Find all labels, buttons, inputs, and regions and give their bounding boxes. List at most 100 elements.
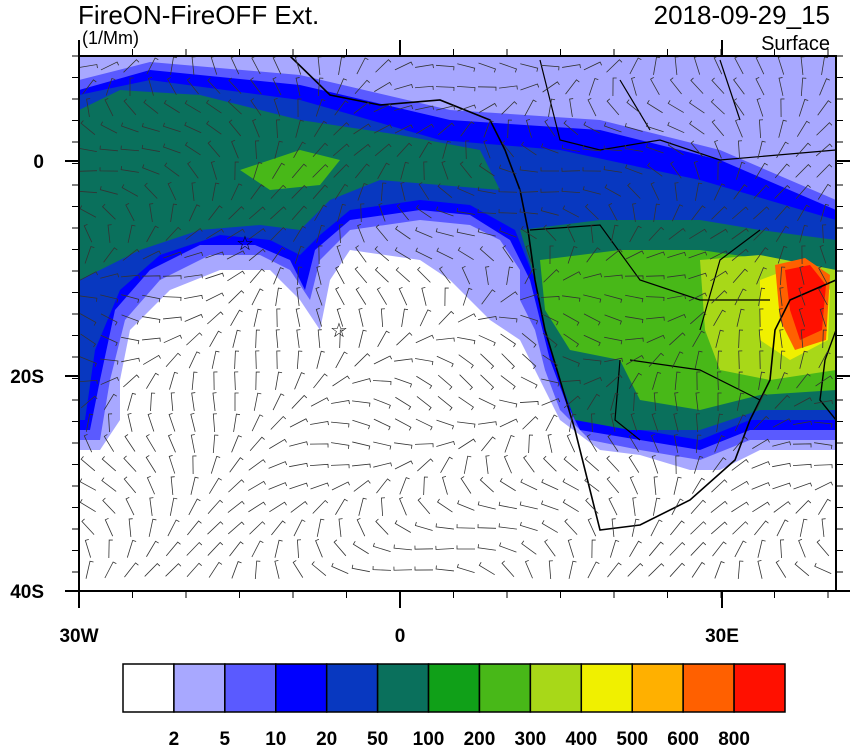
wind-barb [103, 247, 118, 263]
wind-barb [415, 105, 434, 111]
wind-barb [648, 226, 665, 241]
wind-barb [191, 182, 196, 201]
wind-barb [568, 413, 577, 432]
wind-barb [335, 266, 345, 285]
wind-barb [293, 141, 306, 159]
wind-barb [650, 77, 660, 96]
wind-barb [435, 86, 455, 91]
wind-barb [416, 375, 433, 390]
wind-barb [481, 289, 496, 305]
wind-barb [584, 203, 599, 220]
wind-barb [458, 438, 476, 450]
wind-barb [798, 538, 806, 558]
wind-barb [715, 329, 724, 348]
wind-barb [732, 268, 748, 284]
wind-barb [499, 542, 517, 553]
site-marker: ☆ [236, 233, 254, 255]
wind-barb [423, 161, 428, 181]
wind-barb [270, 184, 287, 199]
wind-barb [818, 351, 831, 369]
wind-barb [273, 267, 284, 285]
wind-barb [674, 182, 679, 201]
wind-barb [339, 224, 344, 244]
wind-barb [673, 476, 682, 495]
wind-barb [688, 292, 708, 302]
wind-barb [150, 392, 156, 412]
wind-barb [373, 418, 391, 431]
wind-barb [586, 393, 600, 410]
wind-barb [629, 475, 638, 495]
wind-barb [793, 420, 812, 426]
wind-barb [255, 329, 260, 349]
wind-barb [380, 308, 385, 328]
wind-barb [414, 521, 433, 531]
wind-barb [814, 442, 833, 449]
wind-barb [611, 518, 616, 537]
wind-barb [208, 205, 223, 221]
wind-barb [373, 441, 392, 450]
wind-barb [271, 247, 286, 263]
wind-barb [460, 121, 475, 137]
wind-barb [691, 205, 706, 221]
wind-barb [442, 475, 448, 495]
wind-barb [477, 544, 496, 551]
wind-barb [248, 459, 266, 471]
wind-barb [232, 329, 241, 348]
wind-barb [500, 375, 516, 390]
wind-barb [519, 501, 538, 510]
wind-barb [778, 308, 784, 327]
wind-barb [79, 379, 98, 384]
wind-barb [522, 353, 537, 369]
wind-barb [713, 183, 726, 201]
wind-barb [735, 118, 743, 138]
wind-barb [192, 455, 197, 475]
wind-barb [632, 203, 637, 222]
wind-barb [583, 294, 602, 303]
wind-barb [625, 294, 644, 303]
wind-barb [520, 314, 539, 325]
wind-barb [143, 99, 159, 114]
wind-barb [419, 309, 432, 327]
wind-barb [437, 122, 455, 136]
wind-barb [524, 99, 537, 117]
wind-barb [191, 371, 198, 390]
wind-barb [184, 251, 204, 258]
wind-barb [127, 224, 136, 243]
wind-barb [354, 266, 368, 284]
wind-barb [520, 83, 540, 91]
wind-barb [104, 561, 117, 579]
wind-barb [567, 538, 575, 558]
wind-barb [162, 122, 181, 133]
wind-barb [121, 294, 140, 303]
wind-barb [316, 350, 325, 369]
wind-barb [211, 350, 220, 369]
wind-barb [479, 246, 495, 262]
wind-barb [669, 541, 686, 556]
wind-barb [645, 275, 665, 280]
wind-barb [317, 329, 322, 348]
wind-barb [457, 313, 476, 323]
wind-barb [120, 122, 139, 133]
wind-barb [606, 455, 620, 472]
wind-barb [398, 286, 408, 306]
wind-barb [653, 56, 661, 75]
wind-barb [499, 399, 518, 408]
wind-barb [690, 521, 707, 535]
wind-barb [818, 266, 828, 285]
wind-barb [731, 459, 749, 471]
wind-barb [414, 85, 434, 90]
wind-barb [816, 164, 833, 178]
wind-barb [690, 77, 704, 94]
wind-barb [101, 477, 117, 492]
wind-barb [456, 85, 476, 92]
wind-barb [738, 371, 743, 391]
wind-barb [477, 86, 497, 91]
wind-barb [795, 142, 811, 158]
wind-barb [234, 392, 239, 412]
wind-barb [373, 398, 391, 409]
wind-barb [376, 287, 387, 305]
wind-barb [289, 482, 309, 490]
wind-barb [461, 265, 471, 285]
wind-barb [125, 496, 135, 516]
wind-barb [211, 182, 220, 201]
